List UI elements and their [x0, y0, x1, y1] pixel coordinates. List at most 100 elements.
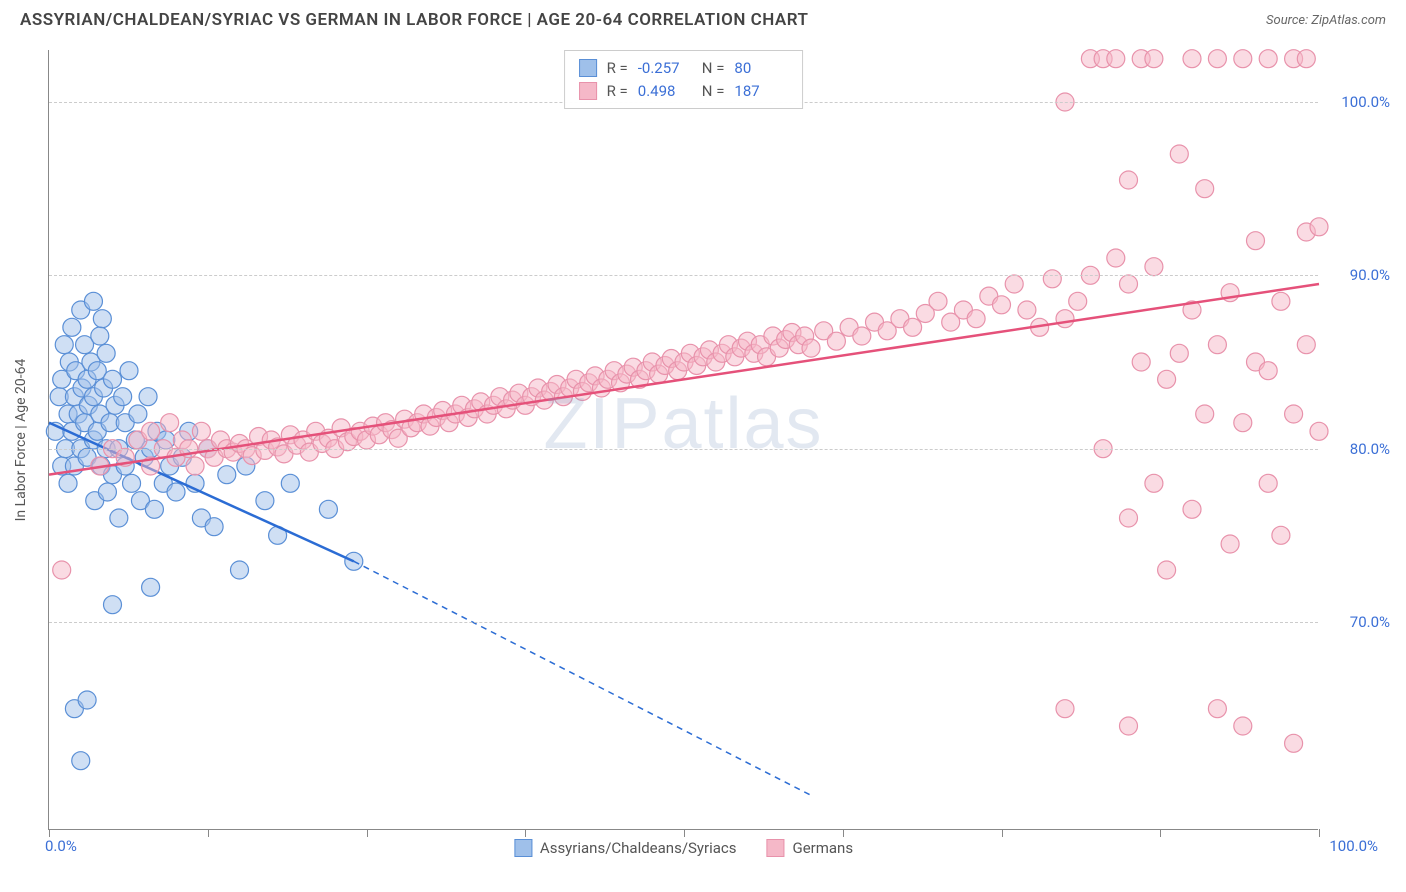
- scatter-point: [231, 561, 249, 579]
- scatter-point: [1145, 50, 1163, 68]
- legend-swatch: [766, 839, 784, 857]
- scatter-point: [110, 509, 128, 527]
- scatter-point: [161, 414, 179, 432]
- scatter-point: [1145, 258, 1163, 276]
- legend-item: Assyrians/Chaldeans/Syriacs: [514, 839, 737, 857]
- legend-label: Assyrians/Chaldeans/Syriacs: [540, 839, 737, 857]
- scatter-point: [1297, 336, 1315, 354]
- chart-header: ASSYRIAN/CHALDEAN/SYRIAC VS GERMAN IN LA…: [0, 0, 1406, 36]
- stats-row: R =-0.257N =80: [579, 57, 789, 80]
- scatter-point: [78, 691, 96, 709]
- y-tick-label: 100.0%: [1341, 93, 1390, 111]
- series-swatch: [579, 82, 597, 100]
- scatter-point: [129, 405, 147, 423]
- scatter-point: [1018, 301, 1036, 319]
- scatter-point: [1170, 344, 1188, 362]
- scatter-point: [1310, 422, 1328, 440]
- scatter-point: [63, 318, 81, 336]
- x-tick: [843, 829, 844, 837]
- scatter-svg: [49, 50, 1318, 829]
- legend-swatch: [514, 839, 532, 857]
- scatter-point: [1310, 218, 1328, 236]
- grid-line: [49, 449, 1318, 450]
- scatter-point: [218, 466, 236, 484]
- scatter-point: [142, 578, 160, 596]
- scatter-point: [1259, 362, 1277, 380]
- scatter-point: [167, 483, 185, 501]
- scatter-point: [120, 362, 138, 380]
- x-tick: [1319, 829, 1320, 837]
- scatter-point: [104, 370, 122, 388]
- scatter-point: [1272, 292, 1290, 310]
- x-tick: [208, 829, 209, 837]
- trend-line-dashed: [354, 561, 811, 795]
- scatter-point: [55, 336, 73, 354]
- scatter-point: [1196, 180, 1214, 198]
- legend-label: Germans: [792, 839, 853, 857]
- scatter-point: [1056, 310, 1074, 328]
- scatter-point: [1145, 474, 1163, 492]
- x-tick: [684, 829, 685, 837]
- scatter-point: [1120, 509, 1138, 527]
- scatter-point: [1120, 171, 1138, 189]
- scatter-point: [1107, 50, 1125, 68]
- scatter-point: [1234, 414, 1252, 432]
- chart-legend: Assyrians/Chaldeans/Syriacs Germans: [514, 839, 853, 857]
- scatter-point: [72, 752, 90, 770]
- scatter-point: [904, 318, 922, 336]
- scatter-point: [281, 474, 299, 492]
- scatter-point: [1259, 50, 1277, 68]
- scatter-point: [827, 332, 845, 350]
- scatter-point: [53, 561, 71, 579]
- scatter-point: [145, 500, 163, 518]
- grid-line: [49, 622, 1318, 623]
- scatter-point: [93, 310, 111, 328]
- scatter-point: [929, 292, 947, 310]
- scatter-point: [1120, 717, 1138, 735]
- legend-item: Germans: [766, 839, 853, 857]
- scatter-point: [123, 474, 141, 492]
- scatter-point: [98, 483, 116, 501]
- y-axis-title: In Labor Force | Age 20-64: [13, 358, 29, 521]
- scatter-point: [1285, 405, 1303, 423]
- y-tick-label: 80.0%: [1350, 440, 1390, 458]
- scatter-point: [1221, 535, 1239, 553]
- scatter-point: [1132, 353, 1150, 371]
- scatter-point: [1208, 700, 1226, 718]
- scatter-point: [1170, 145, 1188, 163]
- scatter-point: [1158, 370, 1176, 388]
- scatter-point: [91, 327, 109, 345]
- r-label: R =: [607, 57, 628, 80]
- x-tick: [1160, 829, 1161, 837]
- r-value: 0.498: [638, 80, 692, 103]
- scatter-point: [1234, 50, 1252, 68]
- series-swatch: [579, 59, 597, 77]
- scatter-point: [1234, 717, 1252, 735]
- scatter-point: [256, 492, 274, 510]
- x-tick: [1002, 829, 1003, 837]
- scatter-point: [114, 388, 132, 406]
- grid-line: [49, 275, 1318, 276]
- x-tick: [525, 829, 526, 837]
- scatter-point: [1297, 50, 1315, 68]
- x-axis-label-right: 100.0%: [1329, 837, 1378, 855]
- scatter-point: [186, 457, 204, 475]
- scatter-point: [192, 422, 210, 440]
- scatter-point: [1183, 500, 1201, 518]
- scatter-point: [319, 500, 337, 518]
- n-label: N =: [702, 80, 725, 103]
- scatter-point: [1272, 526, 1290, 544]
- scatter-point: [1056, 700, 1074, 718]
- trend-line: [49, 284, 1319, 475]
- scatter-point: [84, 292, 102, 310]
- scatter-point: [1208, 336, 1226, 354]
- scatter-point: [1247, 232, 1265, 250]
- scatter-point: [205, 518, 223, 536]
- scatter-point: [1005, 275, 1023, 293]
- scatter-point: [1120, 275, 1138, 293]
- scatter-point: [1183, 50, 1201, 68]
- y-tick-label: 70.0%: [1350, 613, 1390, 631]
- r-label: R =: [607, 80, 628, 103]
- scatter-point: [1043, 270, 1061, 288]
- scatter-point: [1208, 50, 1226, 68]
